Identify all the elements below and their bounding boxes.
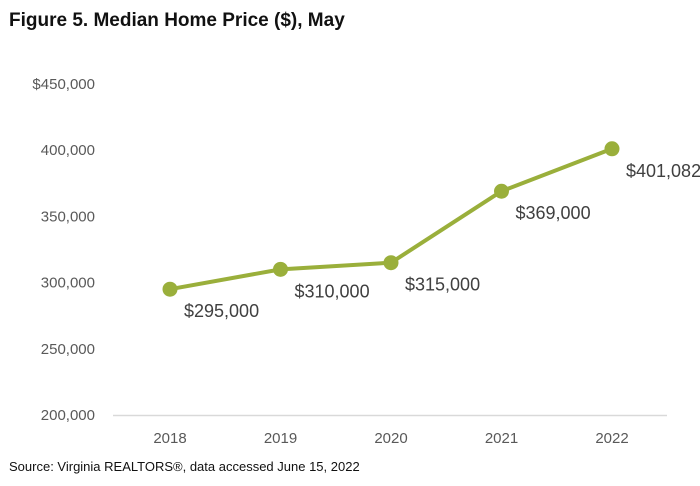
y-tick-label: 350,000: [41, 208, 95, 225]
x-tick-label: 2022: [595, 430, 628, 447]
data-label: $295,000: [184, 301, 259, 321]
y-tick-label: 400,000: [41, 142, 95, 159]
data-label: $310,000: [295, 281, 370, 301]
data-point: [383, 255, 399, 271]
data-label: $315,000: [405, 275, 480, 295]
x-tick-label: 2019: [264, 430, 297, 447]
y-tick-label: 300,000: [41, 275, 95, 292]
data-label: $369,000: [516, 203, 591, 223]
source-note: Source: Virginia REALTORS®, data accesse…: [9, 459, 360, 474]
data-label: $401,082: [626, 161, 700, 181]
x-tick-label: 2021: [485, 430, 518, 447]
x-tick-label: 2020: [374, 430, 407, 447]
chart-title: Figure 5. Median Home Price ($), May: [9, 10, 345, 31]
data-point: [162, 281, 178, 297]
y-tick-label: 250,000: [41, 341, 95, 358]
x-tick-label: 2018: [153, 430, 186, 447]
y-tick-label: 200,000: [41, 407, 95, 424]
y-tick-label: $450,000: [32, 76, 95, 93]
data-point: [604, 141, 620, 157]
data-point: [273, 261, 288, 277]
data-point: [494, 183, 509, 199]
